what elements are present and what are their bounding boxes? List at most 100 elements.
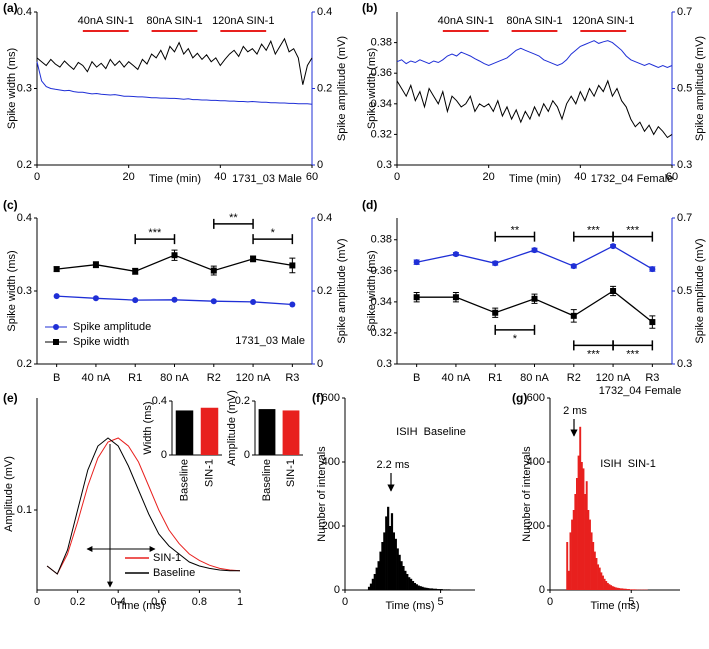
y2-tick-label: 0.4	[317, 212, 332, 224]
series-line	[36, 37, 313, 85]
x-tick-label: 20	[483, 171, 495, 183]
x-tick-label: SIN-1	[204, 459, 216, 487]
histogram-bar	[383, 532, 386, 590]
histogram-bar	[367, 586, 371, 590]
y-tick-label: 0.32	[371, 327, 392, 339]
histogram-bar	[410, 578, 413, 590]
significance-label: ***	[587, 225, 601, 237]
period-label: 80nA SIN-1	[146, 15, 202, 27]
x-tick-label: R3	[645, 372, 659, 384]
y-tick-label: 400	[322, 456, 340, 468]
x-tick-label: R2	[207, 372, 221, 384]
y-axis-label: Amplitude (mV)	[3, 456, 15, 532]
histogram-bar	[618, 588, 621, 590]
x-tick-label: SIN-1	[285, 459, 297, 487]
histogram-bar	[626, 589, 629, 590]
histogram-bar	[369, 583, 373, 590]
y2-tick-label: 0.5	[677, 83, 692, 95]
marker	[210, 267, 217, 274]
x-tick-label: 120 nA	[596, 372, 632, 384]
y-tick-label: 0.2	[17, 159, 32, 171]
significance-bracket	[612, 231, 654, 242]
histogram-bar	[446, 589, 449, 590]
histogram-bar	[377, 561, 380, 590]
histogram-bar	[584, 494, 587, 590]
marker	[413, 294, 420, 301]
y-tick-label: 0.4	[17, 6, 32, 18]
series-line	[46, 437, 241, 575]
histogram-bar	[400, 561, 403, 590]
histogram-bar	[619, 588, 622, 590]
x-tick-label: 60	[666, 171, 678, 183]
marker	[53, 293, 60, 300]
legend-marker	[53, 339, 59, 345]
y2-tick-label: 0.3	[677, 358, 692, 370]
y-tick-label: 0.34	[371, 296, 392, 308]
note: 1731_03 Male	[232, 173, 302, 185]
y2-tick-label: 0	[317, 358, 323, 370]
marker	[171, 252, 178, 259]
x-axis-label: Time (ms)	[115, 600, 164, 612]
histogram-bar	[634, 589, 637, 590]
panel-label: (e)	[3, 391, 18, 405]
x-tick-label: R2	[567, 372, 581, 384]
significance-label: ***	[587, 348, 601, 360]
y-tick-label: 600	[527, 392, 545, 404]
marker	[649, 266, 656, 273]
histogram-bar	[392, 532, 396, 590]
significance-bracket	[494, 324, 536, 335]
bar	[200, 407, 219, 455]
histogram-bar	[406, 574, 409, 590]
histogram-bar	[408, 577, 411, 590]
histogram-bar	[567, 570, 570, 590]
histogram-bar	[598, 567, 601, 590]
marker	[250, 255, 257, 262]
significance-bracket	[612, 340, 654, 351]
histogram-bar	[387, 506, 390, 590]
y-tick-label: 0.2	[17, 358, 32, 370]
histogram-bar	[431, 588, 434, 590]
histogram-bar	[371, 578, 374, 590]
note: 1731_03 Male	[235, 335, 305, 347]
histogram-bar	[582, 468, 585, 590]
histogram-bar	[379, 551, 382, 590]
legend-label: Spike width	[73, 336, 129, 348]
histogram-bar	[606, 582, 609, 590]
histogram-bar	[592, 542, 595, 590]
histogram-bar	[398, 554, 401, 590]
marker	[250, 298, 257, 305]
histogram-bar	[427, 588, 430, 590]
histogram-bar	[602, 575, 604, 590]
y2-tick-label: 0.7	[677, 212, 692, 224]
histogram-bar	[388, 526, 392, 590]
y2-axis-label: Spike amplitude (mV)	[694, 36, 706, 141]
y-tick-label: 0	[161, 449, 167, 461]
marker	[452, 294, 459, 301]
histogram-bar	[373, 574, 376, 590]
x-tick-label: 5	[628, 596, 634, 608]
x-tick-label: 40 nA	[442, 372, 471, 384]
histogram-bar	[436, 589, 439, 590]
series-line	[36, 61, 313, 105]
significance-label: *	[271, 227, 276, 239]
marker	[53, 266, 60, 273]
histogram-bar	[577, 455, 580, 590]
y2-tick-label: 0.3	[677, 159, 692, 171]
significance-label: ***	[626, 348, 640, 360]
period-label: 120nA SIN-1	[212, 15, 274, 27]
histogram-bar	[423, 587, 426, 590]
histogram-bar	[629, 589, 632, 590]
marker	[413, 259, 420, 266]
histogram-bar	[402, 566, 405, 590]
histogram-bar	[429, 588, 432, 590]
x-tick-label: Baseline	[179, 459, 191, 501]
y-tick-label: 0	[244, 449, 250, 461]
series-line	[46, 437, 240, 575]
histogram-bar	[440, 589, 443, 590]
histogram-bar	[390, 513, 394, 590]
legend-label: SIN-1	[153, 552, 181, 564]
histogram-bar	[628, 589, 630, 590]
histogram-bar	[569, 532, 572, 590]
histogram-bar	[438, 589, 441, 590]
